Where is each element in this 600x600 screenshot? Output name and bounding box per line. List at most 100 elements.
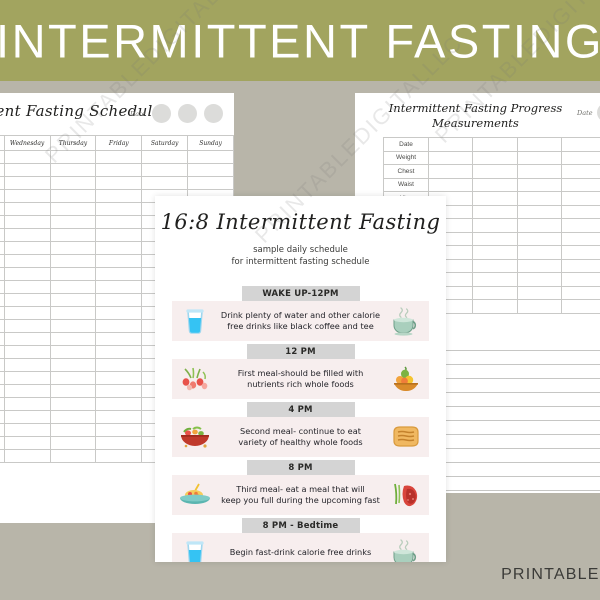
table-cell[interactable] [3, 254, 51, 268]
table-cell[interactable] [95, 280, 143, 294]
table-cell[interactable] [427, 137, 474, 152]
table-cell[interactable] [95, 319, 143, 333]
table-cell[interactable] [472, 245, 518, 260]
table-cell[interactable] [472, 299, 518, 314]
table-cell[interactable] [49, 449, 97, 463]
table-cell[interactable] [95, 397, 143, 411]
table-cell[interactable] [3, 267, 51, 281]
table-row[interactable] [384, 272, 600, 287]
table-cell[interactable] [49, 332, 97, 346]
table-cell[interactable] [561, 285, 600, 300]
table-cell[interactable] [472, 272, 518, 287]
table-cell[interactable] [49, 397, 97, 411]
table-cell[interactable] [561, 245, 600, 260]
table-cell[interactable] [516, 150, 563, 165]
table-cell[interactable] [561, 258, 600, 273]
table-cell[interactable] [3, 384, 51, 398]
table-cell[interactable] [95, 358, 143, 372]
table-cell[interactable] [95, 345, 143, 359]
table-cell[interactable] [3, 163, 51, 177]
table-cell[interactable] [3, 358, 51, 372]
table-cell[interactable] [472, 191, 518, 206]
table-cell[interactable] [49, 215, 97, 229]
table-cell[interactable] [561, 150, 600, 165]
table-cell[interactable] [95, 241, 143, 255]
notes-line[interactable] [397, 435, 600, 449]
table-cell[interactable] [561, 137, 600, 152]
table-cell[interactable] [49, 254, 97, 268]
table-cell[interactable] [49, 241, 97, 255]
table-cell[interactable] [187, 163, 234, 177]
table-cell[interactable] [141, 150, 189, 164]
table-row[interactable] [0, 176, 234, 190]
table-cell[interactable] [516, 231, 563, 246]
table-cell[interactable] [187, 176, 234, 190]
table-cell[interactable] [472, 164, 518, 179]
notes-line[interactable] [397, 449, 600, 463]
table-cell[interactable] [3, 202, 51, 216]
table-cell[interactable] [95, 306, 143, 320]
table-cell[interactable] [516, 272, 563, 287]
table-cell[interactable] [561, 218, 600, 233]
table-cell[interactable] [3, 397, 51, 411]
table-cell[interactable] [3, 410, 51, 424]
table-cell[interactable] [49, 410, 97, 424]
notes-line[interactable] [397, 379, 600, 393]
table-cell[interactable] [516, 177, 563, 192]
table-cell[interactable] [49, 293, 97, 307]
table-cell[interactable] [49, 267, 97, 281]
table-cell[interactable] [49, 345, 97, 359]
table-cell[interactable] [472, 204, 518, 219]
notes-line[interactable] [397, 463, 600, 477]
table-cell[interactable] [3, 345, 51, 359]
table-cell[interactable] [516, 191, 563, 206]
table-cell[interactable] [187, 150, 234, 164]
table-cell[interactable] [3, 293, 51, 307]
table-cell[interactable] [3, 189, 51, 203]
table-cell[interactable] [561, 164, 600, 179]
table-cell[interactable] [516, 285, 563, 300]
table-cell[interactable] [141, 176, 189, 190]
table-cell[interactable] [472, 285, 518, 300]
table-cell[interactable] [49, 150, 97, 164]
table-cell[interactable] [49, 189, 97, 203]
table-row[interactable] [384, 218, 600, 233]
table-cell[interactable] [95, 423, 143, 437]
table-cell[interactable] [427, 150, 474, 165]
table-cell[interactable] [95, 371, 143, 385]
table-cell[interactable] [561, 272, 600, 287]
table-cell[interactable] [49, 436, 97, 450]
table-cell[interactable] [49, 423, 97, 437]
table-cell[interactable] [49, 176, 97, 190]
table-cell[interactable] [472, 258, 518, 273]
table-cell[interactable] [95, 163, 143, 177]
table-cell[interactable] [427, 164, 474, 179]
table-cell[interactable] [95, 189, 143, 203]
table-row[interactable] [384, 204, 600, 219]
table-cell[interactable] [516, 204, 563, 219]
table-cell[interactable] [561, 204, 600, 219]
table-cell[interactable] [3, 423, 51, 437]
table-cell[interactable] [49, 384, 97, 398]
notes-line[interactable] [397, 393, 600, 407]
table-cell[interactable] [49, 202, 97, 216]
table-cell[interactable] [472, 137, 518, 152]
table-cell[interactable] [95, 254, 143, 268]
table-cell[interactable] [3, 371, 51, 385]
table-cell[interactable] [49, 163, 97, 177]
table-cell[interactable] [49, 306, 97, 320]
table-cell[interactable] [472, 218, 518, 233]
notes-line[interactable] [397, 337, 600, 351]
notes-line[interactable] [397, 407, 600, 421]
table-cell[interactable] [95, 332, 143, 346]
notes-line[interactable] [397, 477, 600, 491]
table-cell[interactable] [516, 299, 563, 314]
table-cell[interactable] [3, 280, 51, 294]
table-cell[interactable] [561, 177, 600, 192]
table-cell[interactable] [3, 176, 51, 190]
table-cell[interactable] [95, 176, 143, 190]
table-cell[interactable] [3, 150, 51, 164]
table-cell[interactable] [472, 177, 518, 192]
table-cell[interactable] [472, 231, 518, 246]
table-cell[interactable] [49, 319, 97, 333]
